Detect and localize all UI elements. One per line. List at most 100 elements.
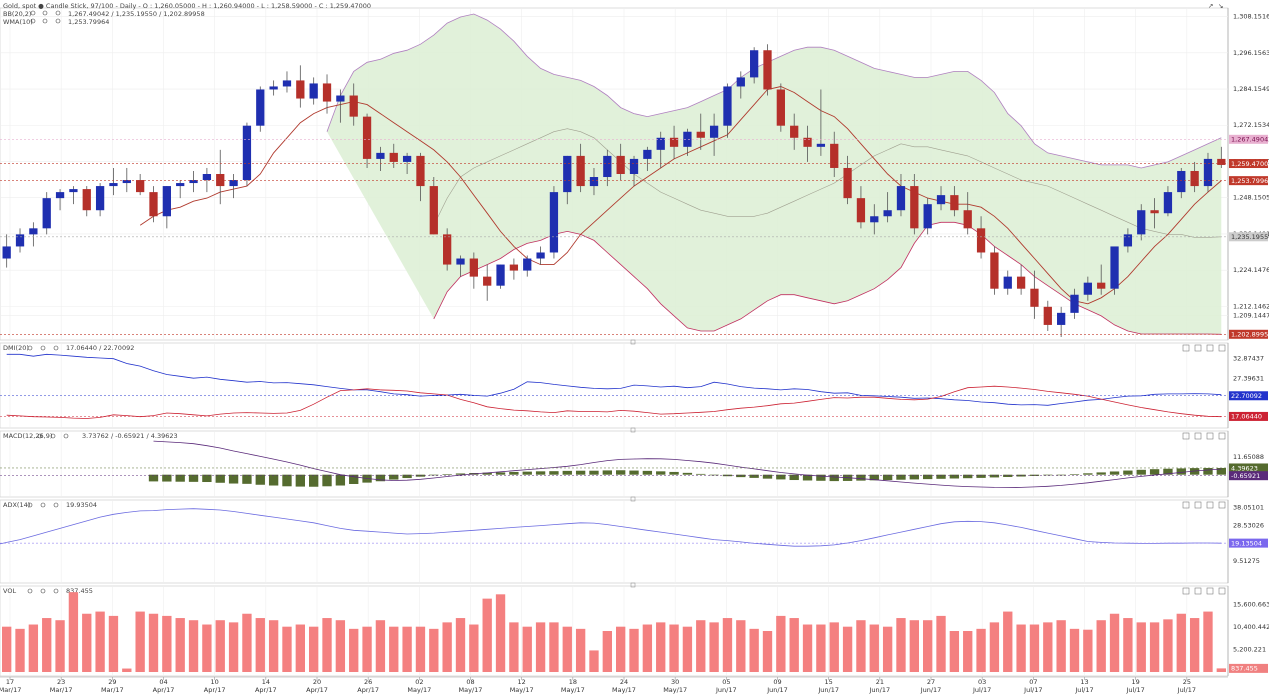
header-icon[interactable] (55, 18, 61, 24)
vol-control[interactable] (1206, 587, 1214, 595)
dmi-header-icon[interactable] (27, 345, 33, 351)
macd-control[interactable] (1182, 432, 1190, 440)
candle-body (336, 95, 345, 102)
candle-body (69, 189, 78, 193)
x-tick-day: 07 (1029, 678, 1037, 686)
candle-body (443, 234, 452, 265)
x-tick-month: Apr/17 (306, 686, 328, 694)
volume-bar (963, 631, 973, 672)
candle-body (1097, 282, 1106, 289)
x-tick-month: May/17 (561, 686, 585, 694)
macd-hist-bar (549, 471, 559, 475)
macd-hist-bar (789, 474, 799, 481)
dmi-control[interactable] (1194, 344, 1202, 352)
adx-header-icon[interactable] (53, 502, 59, 508)
vol-header-icon[interactable] (40, 588, 46, 594)
volume-bar (55, 620, 65, 672)
vol-control[interactable] (1182, 587, 1190, 595)
x-tick-day: 19 (1132, 678, 1140, 686)
x-tick-day: 29 (108, 678, 116, 686)
vol-header-icon[interactable] (27, 588, 33, 594)
volume-bar (522, 626, 532, 672)
x-tick-day: 02 (415, 678, 423, 686)
header-icon[interactable] (30, 10, 36, 16)
candle-body (42, 198, 51, 229)
dmi-control[interactable] (1182, 344, 1190, 352)
dmi-splitter-handle[interactable] (630, 339, 636, 345)
adx-control[interactable] (1182, 501, 1190, 509)
macd-hist-bar (228, 474, 239, 484)
volume-bar (309, 626, 319, 672)
macd-splitter-handle[interactable] (630, 427, 636, 433)
adx-control[interactable] (1218, 501, 1226, 509)
adx-header-icon[interactable] (27, 502, 33, 508)
macd-header-icon[interactable] (63, 433, 69, 439)
candle-body (242, 125, 252, 181)
candle-body (936, 195, 946, 205)
dmi-control[interactable] (1206, 344, 1214, 352)
candle-body (456, 258, 465, 265)
macd-hist-bar (696, 473, 706, 475)
macd-hist-bar (936, 474, 946, 479)
adx-control[interactable] (1194, 501, 1202, 509)
volume-bar (322, 618, 332, 672)
candle-body (576, 155, 585, 187)
price-tag-bg (1229, 329, 1268, 339)
header-icon[interactable] (42, 10, 48, 16)
x-tick-month: Jun/17 (920, 686, 942, 694)
dmi-control[interactable] (1218, 344, 1226, 352)
macd-control[interactable] (1194, 432, 1202, 440)
wma-line (139, 86, 1222, 305)
candle-body (376, 152, 385, 159)
vol-splitter-handle[interactable] (630, 582, 636, 588)
dmi-panel (0, 342, 1229, 429)
vol-tag-label: 837.455 (1231, 665, 1258, 673)
macd-hist-bar (562, 470, 572, 475)
adx-control[interactable] (1206, 501, 1214, 509)
macd-hist-bar (1176, 468, 1186, 475)
volume-bar (949, 631, 960, 672)
macd-hist-bar (455, 473, 466, 475)
macd-values: 3.73762 / -0.65921 / 4.39623 (82, 432, 178, 440)
candle-body (136, 180, 145, 193)
macd-hist-bar (1069, 474, 1080, 475)
candle-body (856, 198, 866, 223)
x-tick-day: 20 (313, 678, 321, 686)
macd-hist-bar (923, 474, 933, 480)
volume-bar (976, 628, 986, 672)
header-icon[interactable] (55, 10, 61, 16)
candle-body (176, 183, 185, 187)
adx-header-icon[interactable] (40, 502, 46, 508)
volume-bar (1096, 620, 1106, 672)
adx-splitter-handle[interactable] (630, 496, 636, 502)
x-tick-day: 27 (927, 678, 935, 686)
candle-body (216, 174, 225, 187)
x-tick-month: Jul/17 (1126, 686, 1145, 694)
vol-control[interactable] (1218, 587, 1226, 595)
macd-hist-bar (709, 474, 719, 476)
macd-header-icon[interactable] (37, 433, 43, 439)
dmi-header-icon[interactable] (40, 345, 46, 351)
volume-bar (389, 626, 399, 672)
candle-body (616, 155, 625, 174)
volume-bar (1016, 624, 1026, 672)
header-icon[interactable] (42, 18, 48, 24)
macd-hist-bar (402, 474, 412, 479)
volume-bar (869, 624, 879, 672)
macd-control[interactable] (1206, 432, 1214, 440)
dmi-header-icon[interactable] (53, 345, 59, 351)
volume-bar (722, 618, 733, 672)
volume-bar (642, 624, 653, 672)
bb-band-fill (327, 14, 1222, 335)
header-icon[interactable] (30, 18, 36, 24)
macd-header-icon[interactable] (50, 433, 56, 439)
volume-bar (242, 613, 252, 672)
macd-hist-bar (1163, 468, 1173, 475)
macd-control[interactable] (1218, 432, 1226, 440)
x-tick-month: Jun/17 (869, 686, 891, 694)
macd-hist-bar (509, 471, 519, 475)
vol-header-icon[interactable] (53, 588, 59, 594)
macd-hist-bar (335, 474, 346, 486)
vol-control[interactable] (1194, 587, 1202, 595)
